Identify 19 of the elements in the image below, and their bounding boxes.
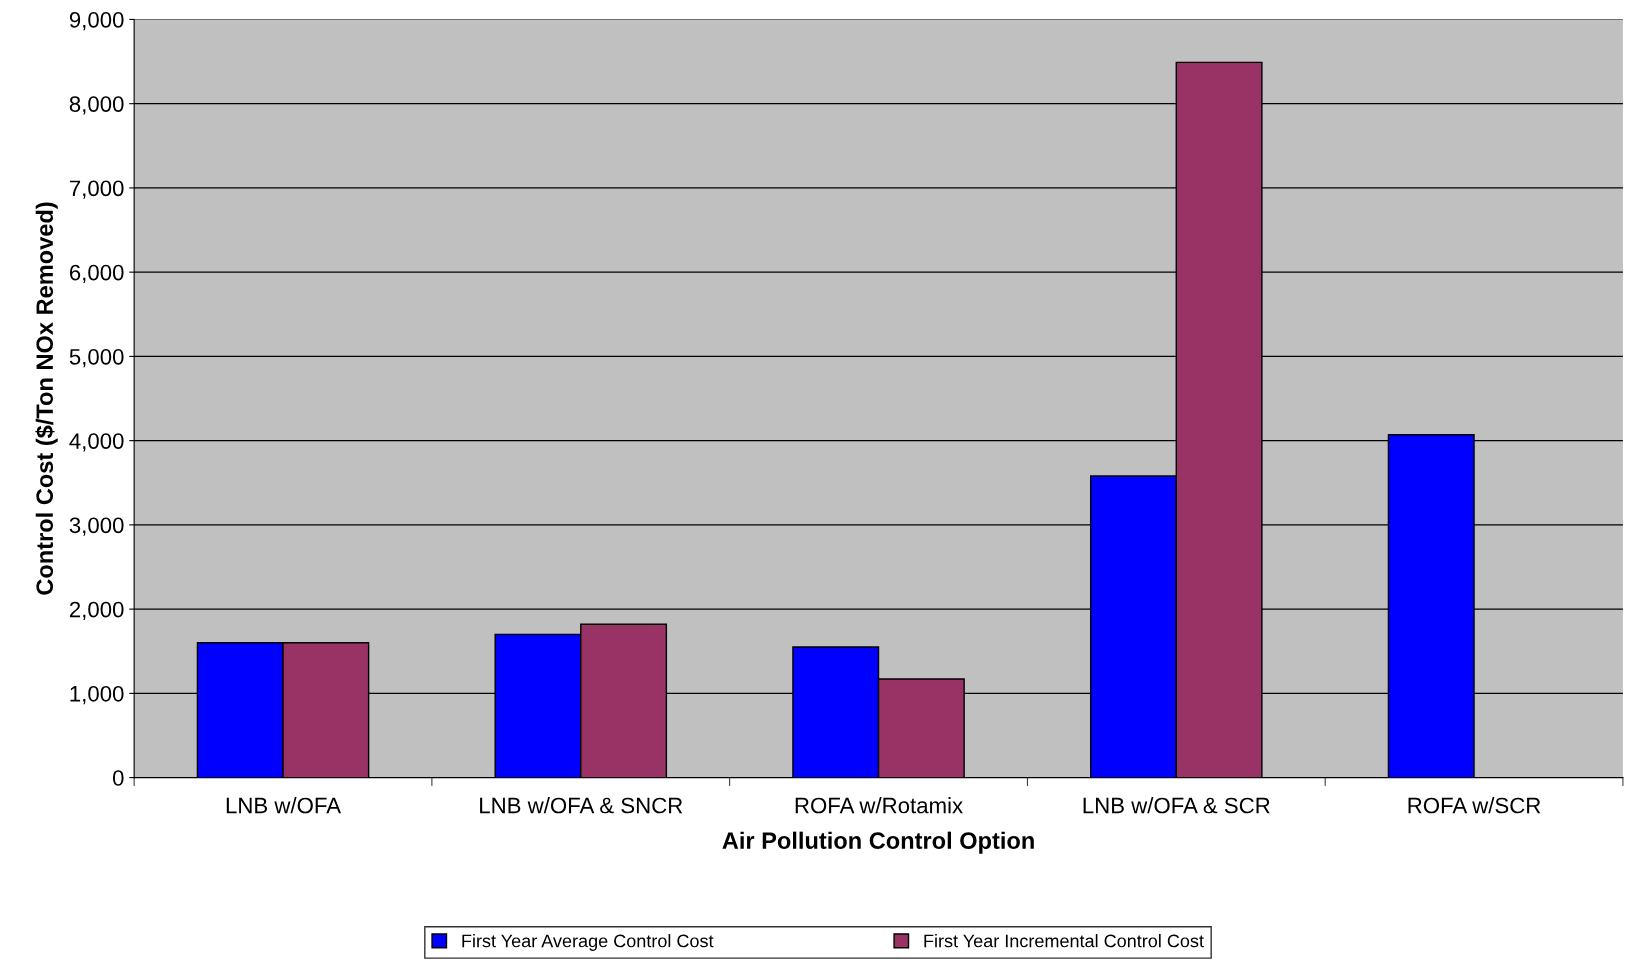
y-tick-label: 2,000 [69,601,124,621]
y-tick-label: 0 [112,770,124,786]
y-tick-label: 4,000 [69,433,124,452]
legend-label: First Year Incremental Control Cost [924,934,1204,948]
y-tick-label: 5,000 [69,348,124,368]
x-tick-label: LNB w/OFA & SCR [1083,797,1270,814]
y-tick-label: 9,000 [69,11,124,31]
y-tick-label: 8,000 [69,96,124,115]
legend-label: First Year Average Control Cost [462,934,714,951]
y-tick-label: 6,000 [69,264,124,284]
y-tick-label: 3,000 [69,517,124,536]
x-tick-label: ROFA w/Rotamix [795,797,963,814]
y-tick-label: 7,000 [69,180,124,199]
x-tick-label: ROFA w/SCR [1408,797,1541,814]
x-tick-label: LNB w/OFA [226,797,342,814]
y-tick-label: 1,000 [70,685,124,705]
y-axis-title: Control Cost ($/Ton NOx Removed) [35,202,58,595]
x-axis-title: Air Pollution Control Option [722,831,1034,854]
x-tick-label: LNB w/OFA & SNCR [480,797,683,814]
